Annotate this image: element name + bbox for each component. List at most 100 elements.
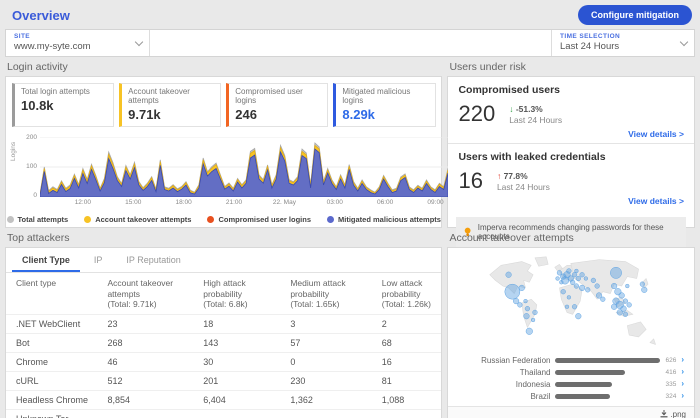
stat-value: 9.71k [128,107,161,123]
column-header: Account takeover attempts (Total: 9.71k) [107,278,174,310]
map-bubble[interactable] [526,327,534,335]
tab-client-type[interactable]: Client Type [12,248,80,272]
map-bubble[interactable] [641,286,648,293]
leaked-credentials-change: 77.8% [503,170,528,181]
map-bubble[interactable] [611,282,618,290]
map-bubble[interactable] [566,268,572,274]
x-tick-label: 06:00 [377,199,394,207]
map-bubble[interactable] [570,279,576,285]
stat-value: 10.8k [21,98,54,114]
map-bubble[interactable] [513,298,520,305]
map-bubble[interactable] [620,305,628,312]
table-cell: 68 [371,332,442,353]
legend-item[interactable]: Compromised user logins [207,215,311,224]
time-selector[interactable]: TIME SELECTION Last 24 Hours [552,30,694,56]
download-png-button[interactable]: .png [670,410,686,418]
table-cell: 2 [371,313,442,334]
map-bubble[interactable] [600,296,606,302]
map-bubble[interactable] [555,276,561,281]
login-activity-panel: Total login attempts 10.8k Account takeov… [5,76,448,228]
lightbulb-icon [465,227,472,236]
legend-label: Total attempts [17,215,69,225]
map-bubble[interactable] [523,298,529,304]
map-bubble[interactable] [619,292,626,299]
map-bubble[interactable] [585,287,591,293]
map-bubble[interactable] [591,277,597,283]
map-bubble[interactable] [627,302,633,308]
country-chevron-icon[interactable]: › [681,391,684,400]
map-bubble[interactable] [565,304,570,309]
map-bubble[interactable] [596,292,603,299]
table-cell: cURL [6,370,98,391]
map-bubble[interactable] [616,300,625,309]
map-bubble[interactable] [640,281,646,287]
legend-dot-icon [207,216,215,224]
country-row: Russian Federation 626 › [458,354,684,366]
arrow-down-icon: ↓ [509,103,514,114]
filter-spacer [150,30,552,56]
users-under-risk-panel: Compromised users 220 ↓ -51.3% Last 24 H… [447,76,695,247]
map-bubble[interactable] [505,283,521,300]
map-bubble[interactable] [579,284,586,291]
country-value: 324 [665,392,677,400]
world-map [456,254,686,352]
map-bubble[interactable] [584,276,589,281]
country-row: Brazil 324 › [458,390,684,402]
map-bubble[interactable] [561,289,567,295]
table-cell: 6 [371,408,442,418]
recommendation-note: Imperva recommends changing passwords fo… [456,217,686,247]
column-header: Low attack probability (Total: 1.26k) [381,278,431,310]
country-chevron-icon[interactable]: › [681,355,684,364]
table-cell: 1,088 [371,389,442,410]
legend-dot-icon [84,216,92,224]
map-bubble[interactable] [623,311,629,317]
users-under-risk-title: Users under risk [449,61,526,73]
compromised-users-view-details-link[interactable]: View details > [628,129,684,139]
map-bubble[interactable] [505,271,513,278]
country-chevron-icon[interactable]: › [681,367,684,376]
map-bubble[interactable] [610,266,623,279]
map-bubble[interactable] [531,317,536,323]
map-bubble[interactable] [525,306,531,312]
map-bubble[interactable] [523,313,531,320]
map-bubble[interactable] [611,303,618,310]
map-footer: .png [448,406,694,418]
legend-item[interactable]: Account takeover attempts [84,215,191,224]
table-row: Unknown Tor-based bot6006 [6,408,442,418]
map-bubble[interactable] [595,283,601,289]
map-bubble[interactable] [579,272,586,278]
map-bubble[interactable] [617,309,624,316]
map-bubble[interactable] [575,313,582,320]
map-bubble[interactable] [625,283,630,289]
legend-item[interactable]: Mitigated malicious attempts [327,215,441,224]
map-bubble[interactable] [576,275,582,282]
country-chevron-icon[interactable]: › [681,379,684,388]
table-row: Headless Chrome 8,854 6,404 1,362 1,088 [6,389,442,410]
map-bubble[interactable] [623,298,629,304]
compromised-users-card: Compromised users 220 ↓ -51.3% Last 24 H… [448,77,694,143]
configure-mitigation-button[interactable]: Configure mitigation [578,5,692,25]
tab-ip[interactable]: IP [93,255,103,265]
map-bubble[interactable] [557,270,563,276]
site-selector[interactable]: SITE www.my-syte.com [6,30,150,56]
map-bubble[interactable] [517,302,523,308]
login-activity-title: Login activity [7,61,68,73]
stat-card: Compromised user logins 246 [226,83,329,128]
table-cell: 143 [193,332,281,353]
tab-ip-reputation[interactable]: IP Reputation [126,255,181,265]
legend-item[interactable]: Total attempts [6,215,69,225]
table-cell: 18 [193,313,281,334]
map-bubble[interactable] [574,283,580,289]
map-bubble[interactable] [572,304,578,310]
map-bubble[interactable] [519,284,526,291]
map-bubble[interactable] [574,268,580,274]
leaked-credentials-view-details-link[interactable]: View details > [628,196,684,206]
table-cell: 30 [193,351,281,372]
table-cell: 512 [97,370,194,391]
map-bubble[interactable] [532,309,539,316]
map-bubble[interactable] [567,295,572,300]
table-cell: 81 [371,370,442,391]
map-bubble[interactable] [559,280,564,285]
table-cell: Headless Chrome [6,389,98,410]
map-bubble[interactable] [572,272,578,278]
